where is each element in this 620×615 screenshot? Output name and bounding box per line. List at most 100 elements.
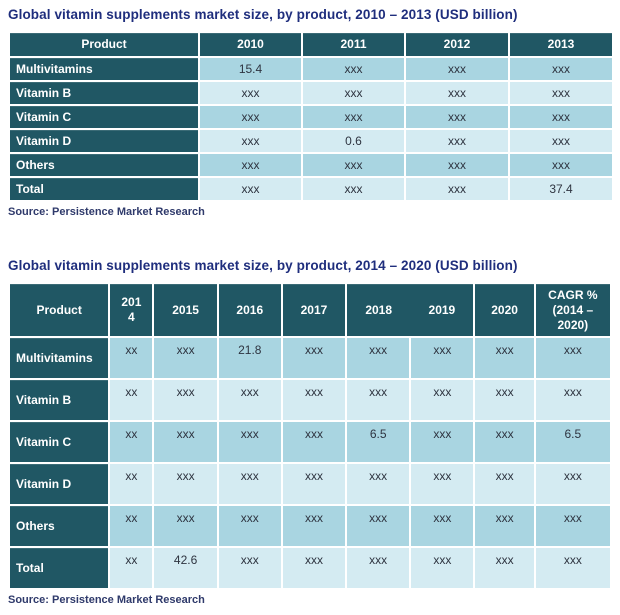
data-cell: xxx: [280, 378, 348, 422]
data-cell: xxx: [409, 546, 476, 590]
data-cell: xx: [108, 504, 155, 548]
column-header: 2012: [404, 31, 510, 58]
data-cell: xxx: [152, 420, 219, 464]
data-cell: xx: [108, 462, 155, 506]
data-cell: xxx: [533, 504, 613, 548]
data-cell: 21.8: [216, 336, 283, 380]
data-cell: xxx: [473, 546, 536, 590]
data-cell: xxx: [404, 128, 510, 154]
column-header: 2014: [108, 282, 155, 338]
data-cell: xxx: [280, 462, 348, 506]
data-cell: xxx: [216, 420, 283, 464]
data-cell: xxx: [404, 152, 510, 178]
column-header: Product: [8, 31, 200, 58]
data-cell: xx: [108, 420, 155, 464]
data-cell: xxx: [198, 152, 303, 178]
row-label: Multivitamins: [8, 56, 200, 82]
data-cell: xxx: [345, 504, 412, 548]
column-header-label: 2013: [547, 37, 575, 51]
row-label: Multivitamins: [7, 336, 111, 380]
data-cell: xxx: [216, 378, 283, 422]
data-cell: xxx: [508, 128, 614, 154]
data-cell: 6.5: [345, 420, 412, 464]
data-cell: xxx: [473, 420, 536, 464]
data-cell: xxx: [216, 546, 283, 590]
data-cell: xxx: [345, 546, 412, 590]
table1-title: Global vitamin supplements market size, …: [8, 7, 518, 22]
header-row: Product 2010 2011 2012 2013: [8, 31, 614, 58]
data-cell: 37.4: [508, 176, 614, 202]
market-size-table-2014-2020: Product 2014 2015 2016 2017 2018 2019 2020 CAGR …: [7, 282, 613, 590]
data-cell: xxx: [301, 104, 406, 130]
row-label: Vitamin B: [8, 80, 200, 106]
column-header: 2018 2019: [345, 282, 476, 338]
data-cell: xxx: [409, 420, 476, 464]
table-row: Multivitamins xx xxx 21.8 xxx xxx xxx xxx xxx: [7, 336, 613, 380]
data-cell: xxx: [508, 56, 614, 82]
data-cell: xxx: [533, 378, 613, 422]
section-2010-2013: Global vitamin supplements market size, …: [8, 7, 614, 218]
table2-title: Global vitamin supplements market size, …: [8, 258, 518, 273]
column-header: 2013: [508, 31, 614, 58]
table-row: Total xx 42.6 xxx xxx xxx xxx xxx xxx: [7, 546, 613, 590]
data-cell: xxx: [216, 462, 283, 506]
data-cell: xxx: [409, 378, 476, 422]
data-cell: xxx: [409, 336, 476, 380]
data-cell: xx: [108, 336, 155, 380]
table-row: Others xxx xxx xxx xxx: [8, 152, 614, 178]
column-header-label: 2016: [236, 302, 264, 317]
data-cell: 6.5: [533, 420, 613, 464]
data-cell: xxx: [280, 420, 348, 464]
column-header-label: 2010: [237, 37, 264, 51]
column-header-label: Product: [36, 302, 82, 317]
column-header: 2011: [301, 31, 406, 58]
data-cell: xxx: [473, 504, 536, 548]
table1-source: Source: Persistence Market Research: [8, 206, 205, 218]
column-header: 2016: [216, 282, 283, 338]
row-label: Total: [8, 176, 200, 202]
data-cell: 15.4: [198, 56, 303, 82]
column-header: 2020: [473, 282, 536, 338]
column-header-label: 2015: [172, 302, 199, 317]
data-cell: xxx: [280, 504, 348, 548]
row-label: Total: [7, 546, 111, 590]
table-row: Total xxx xxx xxx 37.4: [8, 176, 614, 202]
column-header-label: 2018: [365, 302, 393, 317]
row-label: Others: [8, 152, 200, 178]
data-cell: xxx: [409, 462, 476, 506]
data-cell: xxx: [404, 56, 510, 82]
column-header-label: CAGR % (2014 – 2020): [548, 287, 598, 332]
data-cell: xxx: [301, 176, 406, 202]
row-label: Others: [7, 504, 111, 548]
data-cell: xxx: [301, 80, 406, 106]
column-header: 2015: [152, 282, 219, 338]
column-header-label: 2020: [491, 302, 518, 317]
column-header-label: 2014: [121, 295, 142, 324]
data-cell: xxx: [216, 504, 283, 548]
data-cell: xxx: [198, 104, 303, 130]
data-cell: xxx: [404, 80, 510, 106]
data-cell: xxx: [198, 176, 303, 202]
data-cell: xxx: [473, 378, 536, 422]
data-cell: xx: [108, 546, 155, 590]
row-label: Vitamin B: [7, 378, 111, 422]
column-header-label: 2011: [340, 37, 367, 51]
table2-source: Source: Persistence Market Research: [8, 594, 205, 606]
row-label: Vitamin D: [7, 462, 111, 506]
data-cell: 42.6: [152, 546, 219, 590]
data-cell: xxx: [198, 80, 303, 106]
table-row: Others xx xxx xxx xxx xxx xxx xxx xxx: [7, 504, 613, 548]
data-cell: xxx: [345, 378, 412, 422]
column-header: 2010: [198, 31, 303, 58]
header-row: Product 2014 2015 2016 2017 2018 2019 2020 CAGR …: [7, 282, 613, 338]
data-cell: xxx: [152, 378, 219, 422]
data-cell: xxx: [301, 152, 406, 178]
data-cell: xxx: [152, 504, 219, 548]
data-cell: xxx: [404, 104, 510, 130]
column-header-label: 2012: [443, 37, 471, 51]
data-cell: xxx: [345, 336, 412, 380]
